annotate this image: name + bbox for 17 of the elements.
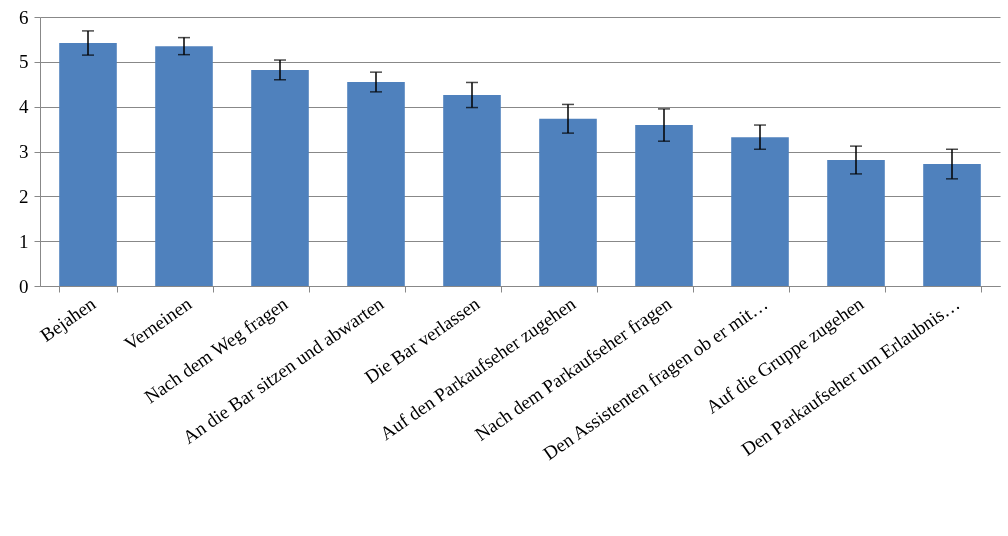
y-tick-label: 3 bbox=[19, 141, 29, 162]
y-tick-label: 6 bbox=[19, 6, 29, 28]
y-tick-label: 2 bbox=[19, 185, 29, 207]
bar bbox=[635, 125, 693, 286]
bar bbox=[347, 82, 405, 286]
bar bbox=[443, 95, 501, 286]
bar bbox=[923, 164, 981, 286]
bar bbox=[251, 69, 309, 286]
bar bbox=[155, 46, 213, 286]
y-tick-label: 5 bbox=[19, 51, 29, 73]
y-tick-label: 1 bbox=[19, 230, 29, 252]
y-tick-label: 4 bbox=[19, 96, 29, 118]
bar bbox=[59, 43, 117, 286]
y-tick-label: 0 bbox=[19, 275, 29, 297]
bar bbox=[731, 137, 789, 286]
bar bbox=[539, 118, 597, 286]
bar bbox=[827, 160, 885, 286]
